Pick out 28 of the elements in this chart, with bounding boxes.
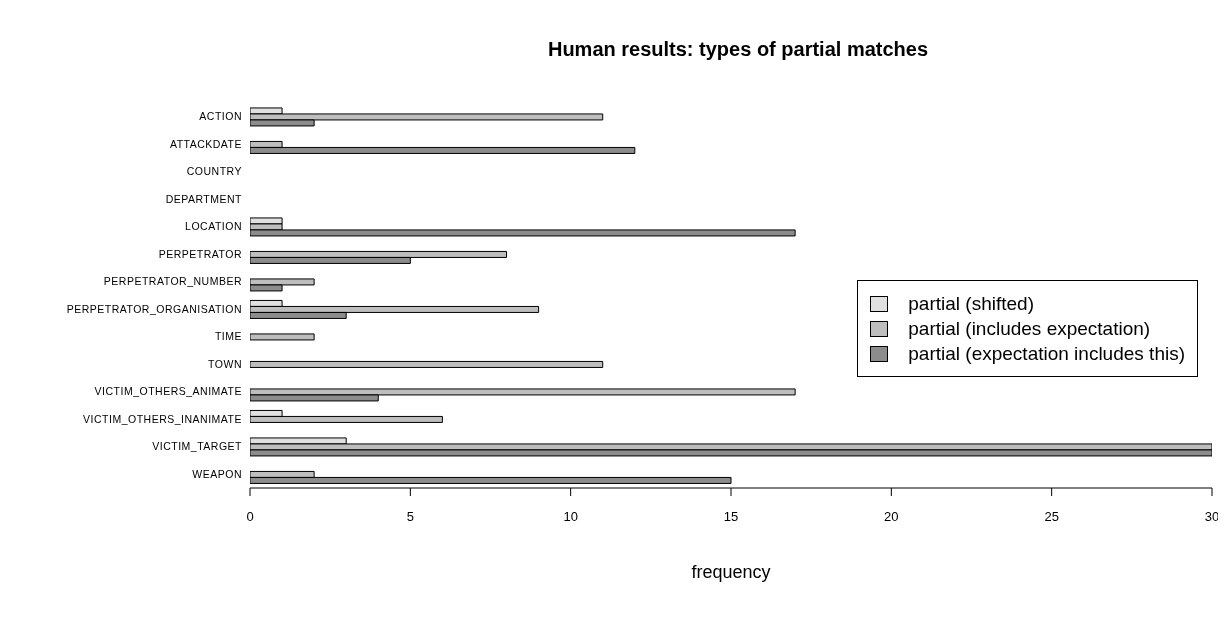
- y-tick-label: COUNTRY: [186, 165, 242, 178]
- bar: [250, 333, 315, 341]
- x-tick-label: 30: [1204, 509, 1220, 525]
- y-tick-label: ACTION: [199, 110, 242, 123]
- x-tick-label: 25: [1044, 509, 1059, 525]
- y-tick-label: TOWN: [208, 357, 242, 370]
- bar: [250, 360, 604, 368]
- y-tick-label: VICTIM_OTHERS_INANIMATE: [83, 412, 242, 425]
- legend-label: partial (expectation includes this): [908, 342, 1185, 365]
- chart-title: Human results: types of partial matches: [546, 38, 930, 61]
- y-tick-label: WEAPON: [192, 467, 242, 480]
- x-tick-label: 10: [563, 509, 578, 525]
- legend-label: partial (shifted): [908, 292, 1034, 315]
- y-tick-label: PERPETRATOR_NUMBER: [103, 275, 242, 288]
- x-tick-label: 15: [723, 509, 739, 525]
- x-tick-label: 20: [884, 509, 899, 525]
- y-tick-label: TIME: [214, 330, 242, 343]
- y-tick-label: PERPETRATOR_ORGANISATION: [66, 302, 242, 315]
- y-tick-label: ATTACKDATE: [169, 137, 242, 150]
- y-tick-label: LOCATION: [185, 220, 242, 233]
- legend-label: partial (includes expectation): [908, 317, 1151, 340]
- y-tick-label: VICTIM_TARGET: [152, 440, 243, 453]
- y-tick-label: PERPETRATOR: [158, 247, 242, 260]
- x-tick-label: 0: [246, 509, 254, 525]
- x-axis-title: frequency: [691, 562, 771, 582]
- y-tick-label: VICTIM_OTHERS_ANIMATE: [94, 385, 242, 398]
- x-tick-label: 5: [406, 509, 414, 525]
- y-tick-label: DEPARTMENT: [165, 192, 243, 205]
